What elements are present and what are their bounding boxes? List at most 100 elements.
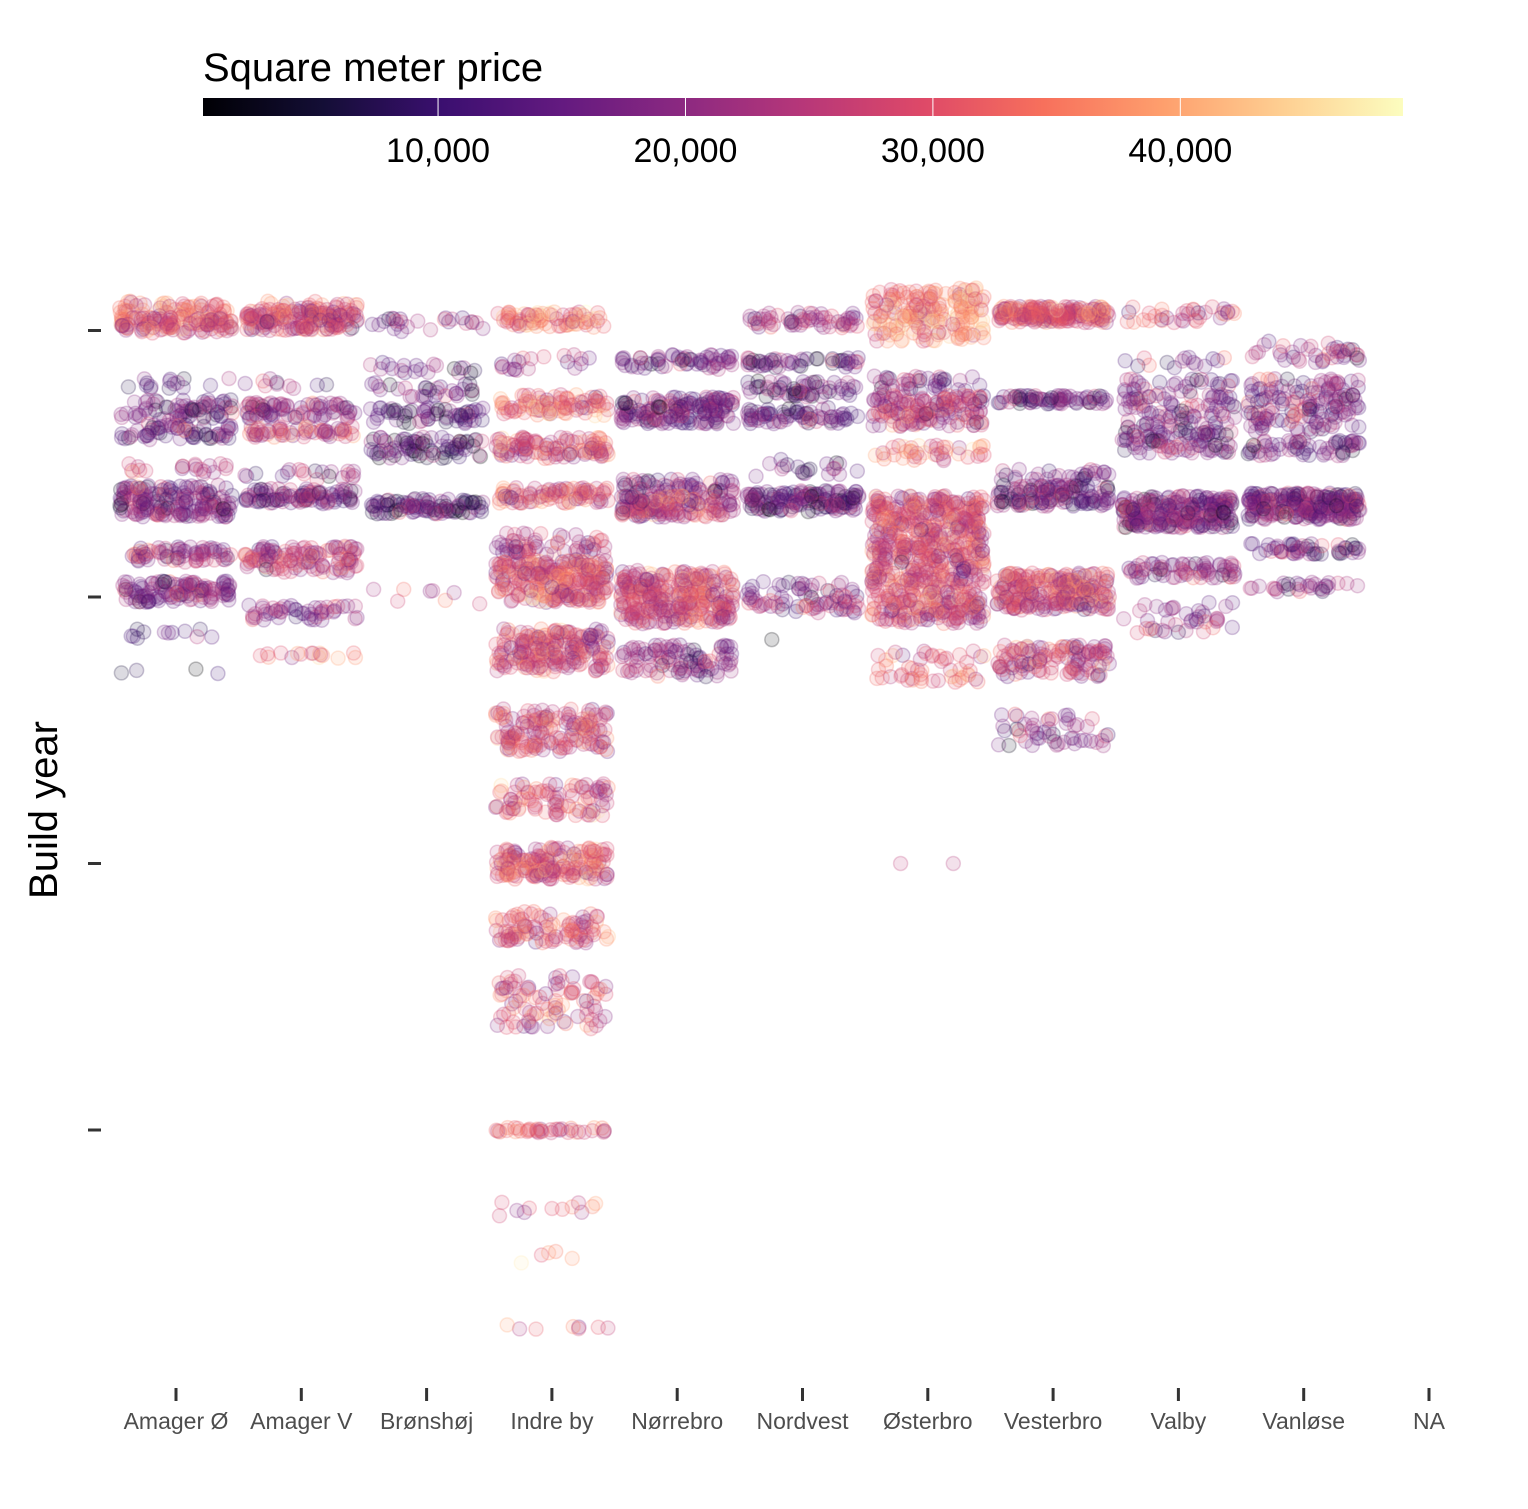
data-point — [158, 417, 175, 434]
data-point — [597, 783, 613, 799]
data-point — [342, 491, 359, 507]
data-point — [597, 978, 614, 995]
data-point — [156, 410, 172, 427]
data-point — [650, 668, 666, 684]
data-point — [957, 325, 973, 342]
points-group — [112, 293, 241, 682]
legend-colorbar — [203, 98, 1403, 116]
data-point — [112, 304, 129, 320]
data-point — [126, 487, 142, 503]
data-point — [116, 312, 133, 328]
data-point — [118, 303, 134, 320]
data-point — [454, 310, 471, 326]
data-point — [178, 424, 195, 440]
data-point — [553, 429, 569, 446]
data-point — [739, 489, 756, 505]
points-group — [487, 304, 617, 1337]
data-point — [369, 410, 385, 427]
data-point — [203, 312, 220, 328]
data-point — [188, 549, 205, 566]
data-point — [674, 352, 691, 369]
data-point — [123, 429, 139, 445]
data-point — [223, 319, 239, 335]
data-point — [127, 409, 144, 425]
data-point — [592, 309, 608, 326]
data-point — [185, 298, 202, 315]
data-point — [530, 847, 546, 864]
data-point — [126, 394, 143, 410]
data-point — [146, 310, 163, 327]
data-point — [173, 309, 190, 325]
data-point — [223, 392, 239, 408]
data-point — [202, 312, 218, 328]
data-point — [688, 571, 705, 587]
data-point — [172, 408, 188, 424]
data-point — [544, 579, 560, 596]
data-point — [134, 323, 150, 340]
data-point — [113, 309, 130, 325]
data-point — [152, 316, 168, 332]
data-point — [827, 494, 843, 511]
data-point — [201, 397, 217, 413]
data-point — [527, 797, 544, 813]
data-point — [150, 420, 167, 436]
data-point — [189, 628, 205, 645]
data-point — [389, 593, 406, 609]
data-point — [256, 402, 273, 419]
data-point — [262, 371, 278, 387]
data-point — [597, 584, 613, 600]
data-point — [114, 312, 130, 328]
data-point — [114, 313, 131, 330]
data-point — [115, 503, 132, 519]
data-point — [214, 394, 231, 410]
data-point — [554, 1201, 571, 1218]
data-point — [120, 303, 136, 319]
data-point — [179, 576, 196, 593]
data-point — [139, 375, 155, 391]
data-point — [158, 399, 174, 415]
data-point — [794, 464, 811, 480]
data-point — [130, 459, 146, 475]
data-point — [723, 571, 739, 587]
data-point — [573, 656, 589, 672]
data-point — [711, 392, 728, 408]
data-point — [613, 505, 630, 522]
data-point — [169, 397, 186, 413]
data-point — [144, 422, 161, 438]
data-point — [129, 422, 146, 439]
data-point — [296, 429, 312, 445]
data-point — [224, 321, 240, 337]
data-point — [947, 292, 963, 309]
data-point — [180, 408, 196, 425]
data-point — [697, 653, 714, 670]
data-point — [142, 380, 159, 397]
legend-tick-label: 30,000 — [881, 132, 985, 170]
data-point — [165, 322, 181, 338]
data-point — [516, 916, 533, 933]
data-point — [164, 419, 180, 435]
data-point — [199, 311, 215, 328]
data-point — [174, 460, 190, 477]
data-point — [113, 665, 130, 681]
data-point — [332, 317, 348, 334]
data-point — [125, 464, 141, 480]
data-point — [213, 322, 230, 338]
data-point — [199, 305, 216, 321]
data-point — [806, 374, 823, 391]
data-point — [117, 430, 133, 447]
data-point — [541, 776, 558, 792]
data-point — [412, 361, 429, 378]
data-point — [198, 427, 214, 443]
data-point — [437, 310, 454, 326]
data-point — [188, 661, 204, 677]
data-point — [595, 734, 612, 750]
data-point — [120, 379, 137, 395]
data-point — [216, 395, 233, 412]
data-point — [192, 461, 209, 478]
data-point — [152, 300, 169, 316]
data-point — [195, 410, 212, 426]
data-point — [162, 371, 179, 387]
data-point — [210, 426, 226, 443]
data-point — [502, 976, 519, 992]
data-point — [528, 781, 545, 797]
